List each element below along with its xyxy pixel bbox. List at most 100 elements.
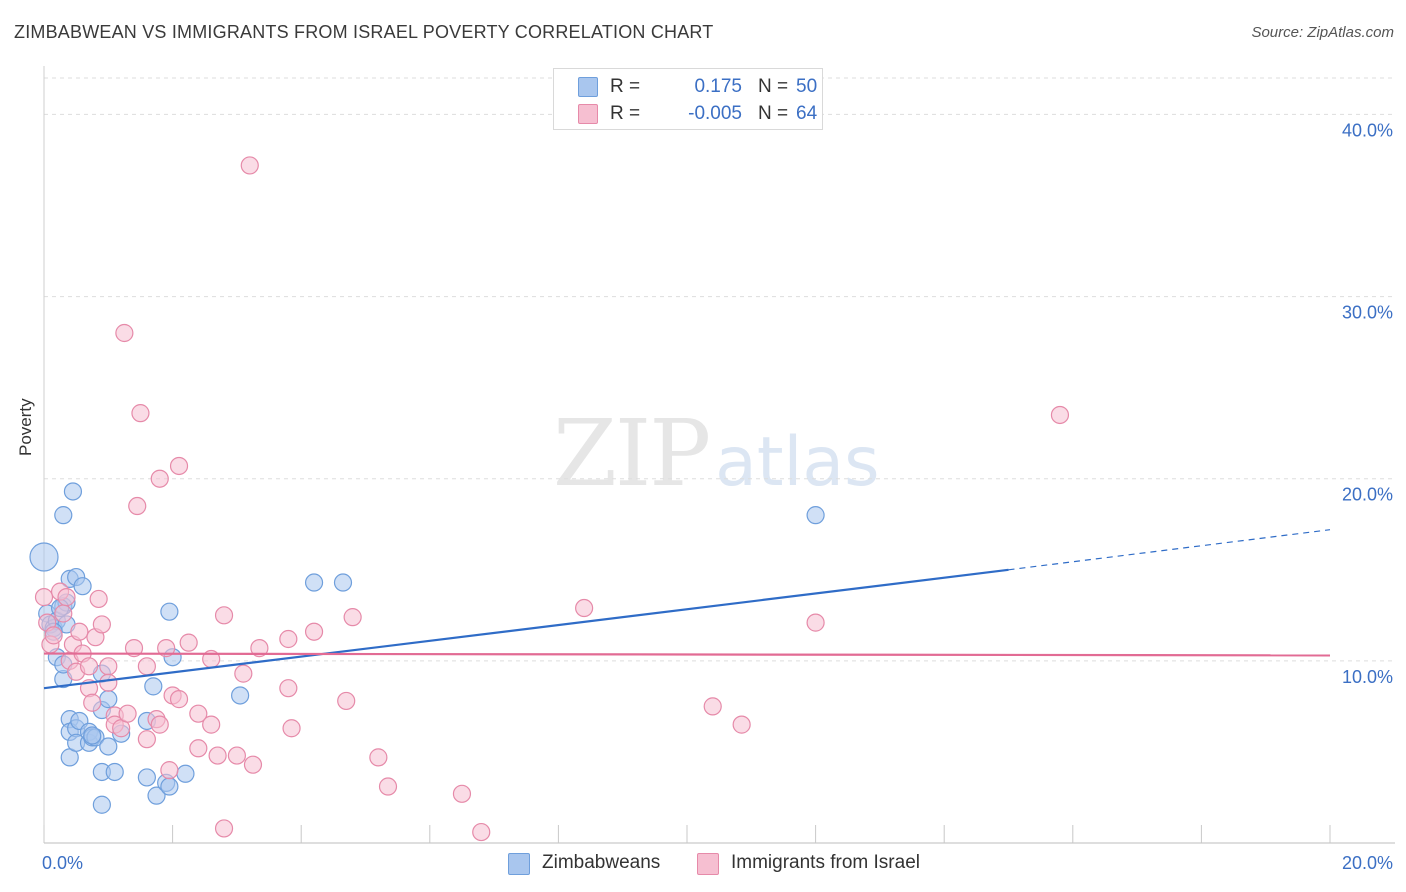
israel-point <box>343 608 362 627</box>
israel-point <box>279 679 298 698</box>
israel-point <box>732 715 751 734</box>
zimbabwean-point <box>83 726 102 745</box>
zimbabwean-point <box>806 506 825 525</box>
n-value: 64 <box>796 103 818 124</box>
israel-point <box>208 746 227 765</box>
israel-point <box>378 777 398 796</box>
y-tick-label: 40.0% <box>1342 120 1393 140</box>
israel-point <box>179 633 198 652</box>
legend-label: Immigrants from Israel <box>731 852 920 873</box>
israel-point <box>575 598 594 618</box>
israel-point <box>240 156 259 175</box>
israel-point <box>137 657 156 676</box>
israel-point <box>250 639 269 658</box>
israel-point <box>703 697 722 716</box>
israel-point <box>169 456 189 476</box>
israel-point <box>214 606 234 625</box>
n-value: 50 <box>796 76 818 97</box>
zimbabwean-point <box>137 768 156 787</box>
israel-point <box>472 822 491 842</box>
x-tick-label: 0.0% <box>42 853 83 873</box>
israel-point <box>304 622 324 641</box>
israel-point <box>202 715 221 734</box>
israel-point <box>57 588 76 607</box>
israel-point <box>234 664 253 683</box>
israel-point <box>118 704 137 723</box>
zimbabwean-point <box>105 762 124 782</box>
legend-swatch-pink <box>697 853 719 875</box>
zimbabwean-point <box>231 686 250 705</box>
r-value: 0.175 <box>694 76 742 97</box>
israel-point <box>227 746 246 765</box>
zimbabwean-point <box>29 542 59 572</box>
y-axis-label: Poverty <box>16 398 35 456</box>
zimbabwean-point <box>63 482 83 501</box>
zimbabwean-trend-extension <box>1008 529 1331 571</box>
israel-point <box>189 739 208 758</box>
israel-point <box>157 639 176 658</box>
r-label: R = <box>610 103 641 124</box>
israel-point <box>282 719 301 738</box>
y-tick-label: 20.0% <box>1342 485 1393 505</box>
israel-point <box>70 622 89 641</box>
israel-point <box>189 704 208 723</box>
zimbabwean-point <box>333 573 353 592</box>
zimbabwean-point <box>54 506 73 525</box>
watermark-zip: ZIP <box>553 400 711 507</box>
zimbabwean-point <box>147 786 166 805</box>
israel-point <box>243 755 263 774</box>
israel-point <box>337 691 356 711</box>
chart-title: ZIMBABWEAN VS IMMIGRANTS FROM ISRAEL POV… <box>14 22 714 42</box>
israel-point <box>79 657 99 676</box>
israel-point <box>89 589 108 609</box>
x-tick-label: 20.0% <box>1342 853 1393 873</box>
israel-point <box>128 496 147 516</box>
zimbabwean-point <box>144 677 163 696</box>
israel-point <box>150 715 169 734</box>
israel-point <box>99 657 118 676</box>
legend-swatch-pink <box>578 104 598 124</box>
y-tick-label: 30.0% <box>1342 303 1393 323</box>
zimbabwean-point <box>99 690 118 709</box>
israel-point <box>99 673 118 692</box>
israel-point <box>44 626 63 645</box>
correlation-legend: R = 0.175 N = 50 R = -0.005 N = 64 <box>553 68 823 130</box>
israel-point <box>214 819 234 838</box>
source-label: Source: ZipAtlas.com <box>1251 24 1394 41</box>
watermark-atlas: atlas <box>715 423 880 502</box>
israel-point <box>452 784 472 803</box>
israel-point <box>131 404 150 423</box>
r-label: R = <box>610 76 641 97</box>
israel-point <box>137 730 156 749</box>
n-label: N = <box>758 76 789 97</box>
zimbabwean-point <box>176 764 195 783</box>
watermark: ZIPatlas <box>553 400 880 507</box>
y-tick-label: 10.0% <box>1342 667 1393 687</box>
legend-label: Zimbabweans <box>542 852 661 873</box>
israel-point <box>92 615 111 634</box>
legend-swatch-blue <box>578 77 598 97</box>
israel-point <box>124 639 144 658</box>
zimbabwean-point <box>160 602 179 621</box>
israel-point <box>279 629 298 649</box>
zimbabwean-trend-line <box>43 568 1009 690</box>
israel-trend-line <box>43 652 1331 657</box>
zimbabwean-point <box>92 795 111 814</box>
israel-point <box>150 469 169 488</box>
israel-point <box>34 588 54 607</box>
israel-point <box>115 323 134 343</box>
israel-point <box>83 693 102 712</box>
israel-point <box>806 613 825 632</box>
israel-point <box>169 690 189 709</box>
israel-point <box>1050 405 1070 425</box>
n-label: N = <box>758 103 789 124</box>
israel-point <box>54 604 73 623</box>
legend-swatch-blue <box>508 853 530 875</box>
zimbabwean-point <box>304 573 324 592</box>
israel-point <box>160 761 179 780</box>
zimbabwean-point <box>73 577 92 596</box>
zimbabwean-point <box>160 777 179 796</box>
israel-point <box>369 748 388 767</box>
r-value: -0.005 <box>688 103 742 124</box>
